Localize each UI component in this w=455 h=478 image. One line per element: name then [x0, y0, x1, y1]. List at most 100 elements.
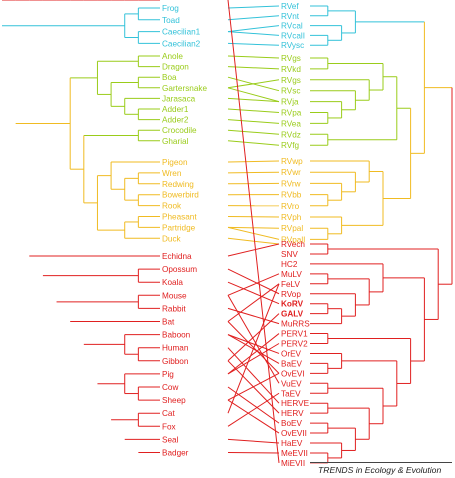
virus-label-rvnt: RVnt [281, 12, 300, 21]
virus-label-ovevi: OvEVI [281, 369, 305, 378]
virus-label-taev: TaEV [281, 389, 301, 398]
virus-label-murrs: MuRRS [281, 320, 310, 329]
host-virus-associations [227, 0, 280, 463]
association-link [227, 55, 280, 59]
host-label-koala: Koala [162, 278, 183, 287]
virus-label-rvcal: RVcal [281, 22, 303, 31]
virus-label-perv2: PERV2 [281, 340, 308, 349]
association-link [227, 243, 280, 257]
association-link [227, 0, 280, 463]
association-link [227, 334, 280, 354]
virus-label-rvpa: RVpa [281, 109, 302, 118]
virus-label-galv: GALV [281, 310, 304, 319]
virus-label-mievii: MiEVII [281, 459, 305, 468]
virus-label-hc2: HC2 [281, 260, 298, 269]
host-label-fox: Fox [162, 422, 176, 431]
association-link [227, 31, 280, 36]
host-label-adder1: Adder1 [162, 105, 189, 114]
host-label-human: Human [162, 344, 189, 353]
virus-label-rvgs: RVgs [281, 76, 301, 85]
host-label-adder2: Adder2 [162, 116, 189, 125]
association-link [227, 129, 280, 135]
virus-label-rvsc: RVsc [281, 87, 300, 96]
host-label-anole: Anole [162, 52, 183, 61]
association-link [227, 237, 280, 245]
association-link [227, 386, 280, 424]
association-link [227, 438, 280, 444]
virus-label-rvwp: RVwp [281, 157, 303, 166]
host-label-boa: Boa [162, 73, 177, 82]
virus-label-boev: BoEV [281, 419, 302, 428]
virus-label-rvph: RVph [281, 213, 302, 222]
host-labels: FrogToadCaecilian1Caecilian2AnoleDragonB… [162, 0, 207, 458]
virus-label-rvdz: RVdz [281, 130, 301, 139]
host-label-crocodile: Crocodile [162, 126, 197, 135]
virus-label-rvrw: RVrw [281, 179, 301, 188]
virus-label-baev: BaEV [281, 359, 302, 368]
host-label-jarasaca: Jarasaca [162, 94, 196, 103]
host-label-gharial: Gharial [162, 137, 189, 146]
association-link [227, 392, 280, 427]
host-label-sheep: Sheep [162, 396, 186, 405]
association-link [227, 273, 280, 296]
association-link [227, 25, 280, 33]
association-link [227, 5, 280, 9]
host-label-cow: Cow [162, 383, 178, 392]
host-label-frog: Frog [162, 4, 179, 13]
association-link [227, 42, 280, 46]
footer-rule [310, 462, 452, 463]
host-label-dragon: Dragon [162, 63, 189, 72]
host-label-seal: Seal [162, 435, 179, 444]
virus-label-rvech: RVech [281, 240, 305, 249]
virus-label-herv: HERV [281, 409, 304, 418]
association-link [227, 15, 280, 21]
association-link [227, 343, 280, 375]
virus-label-rvea: RVea [281, 119, 301, 128]
host-label-baboon: Baboon [162, 331, 191, 340]
association-link [227, 283, 280, 414]
virus-label-rvkd: RVkd [281, 65, 301, 74]
association-link [227, 281, 280, 305]
virus-label-perv1: PERV1 [281, 330, 308, 339]
association-link [227, 119, 280, 124]
host-label-bat: Bat [162, 318, 175, 327]
host-label-badger: Badger [162, 449, 189, 458]
host-phylogeny [2, 0, 160, 453]
host-label-redwing: Redwing [162, 180, 194, 189]
association-link [227, 295, 280, 384]
association-link [227, 399, 280, 434]
virus-label-meevii: MeEVII [281, 449, 308, 458]
virus-label-orev: OrEV [281, 349, 302, 358]
host-label-bowerbird: Bowerbird [162, 191, 199, 200]
virus-label-rvwr: RVwr [281, 168, 301, 177]
host-label-caecilian2: Caecilian2 [162, 39, 201, 48]
association-link [227, 313, 280, 362]
host-label-opossum: Opossum [162, 265, 197, 274]
association-link [227, 97, 280, 103]
host-label-pheasant: Pheasant [162, 213, 197, 222]
association-link [227, 108, 280, 113]
virus-label-rvbb: RVbb [281, 191, 302, 200]
association-link [227, 171, 280, 174]
virus-phylogeny [310, 5, 453, 464]
host-label-mink: Mink [162, 0, 180, 2]
host-label-duck: Duck [162, 234, 182, 243]
host-label-partridge: Partridge [162, 223, 196, 232]
virus-label-rvpali: RVpalI [281, 235, 305, 244]
virus-label-snv: SNV [281, 250, 298, 259]
host-label-gartersnake: Gartersnake [162, 84, 207, 93]
virus-label-rvysc: RVysc [281, 41, 304, 50]
host-label-mouse: Mouse [162, 291, 187, 300]
virus-label-felv: FeLV [281, 280, 300, 289]
association-link [227, 347, 280, 404]
virus-label-rvja: RVja [281, 98, 299, 107]
virus-label-rvgs: RVgs [281, 54, 301, 63]
association-link [227, 283, 280, 322]
association-link [227, 87, 280, 103]
host-label-pigeon: Pigeon [162, 158, 188, 167]
host-label-toad: Toad [162, 16, 180, 25]
association-link [227, 372, 280, 401]
association-link [227, 140, 280, 146]
